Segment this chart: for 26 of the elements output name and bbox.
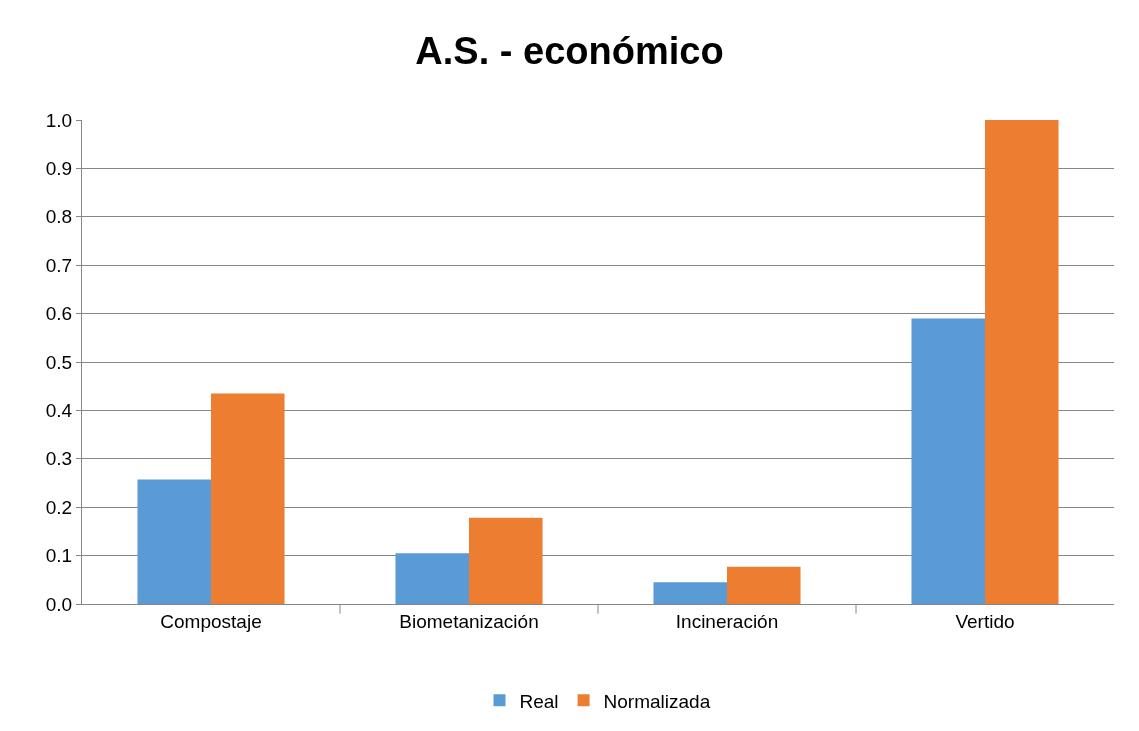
y-tick-label: 0.8 — [45, 206, 73, 228]
bar — [469, 517, 543, 604]
bar — [211, 393, 285, 604]
x-tick-label: Incineración — [675, 610, 779, 632]
x-tick-label: Vertido — [955, 610, 1015, 632]
bar — [985, 120, 1059, 604]
y-tick-label: 0.3 — [45, 448, 73, 470]
y-tick-label: 0.7 — [45, 254, 73, 276]
y-tick-label: 0.6 — [45, 303, 73, 325]
bar — [137, 479, 211, 604]
y-tick-label: 0.4 — [45, 400, 73, 422]
legend-label: Normalizada — [603, 690, 711, 712]
x-tick-label: Biometanización — [399, 610, 539, 632]
legend-label: Real — [519, 690, 559, 712]
y-tick-label: 1.0 — [45, 109, 73, 131]
bar — [911, 318, 985, 604]
chart-title: A.S. - económico — [415, 30, 724, 73]
bar — [727, 566, 801, 604]
y-tick-label: 0.5 — [45, 351, 73, 373]
x-tick-label: Compostaje — [160, 610, 262, 632]
y-tick-label: 0.2 — [45, 496, 73, 518]
bar — [395, 553, 469, 604]
y-tick-label: 0.0 — [45, 593, 73, 615]
bar — [653, 582, 727, 604]
y-tick-label: 0.9 — [45, 158, 73, 180]
y-tick-label: 0.1 — [45, 545, 73, 567]
